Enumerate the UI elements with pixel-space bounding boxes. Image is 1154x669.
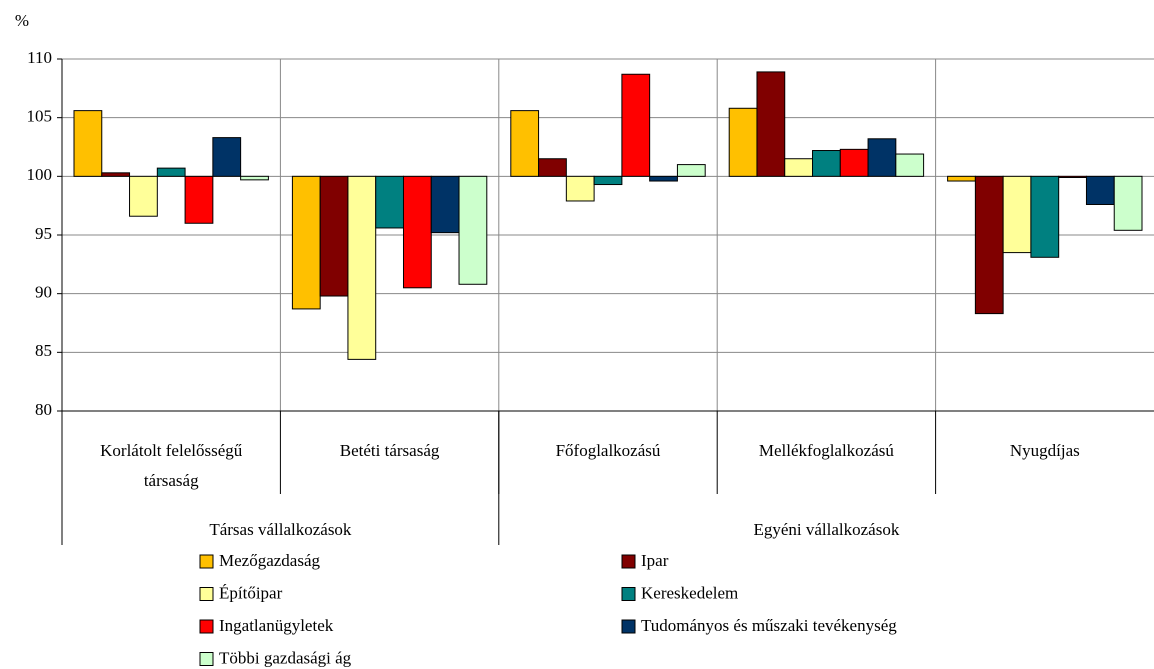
y-tick-label: 110 — [27, 48, 52, 67]
bar — [728, 107, 758, 177]
bar — [101, 172, 131, 177]
bar — [1002, 175, 1032, 254]
bar — [1058, 175, 1087, 179]
bar — [784, 158, 814, 177]
x-tick-label: Korlátolt felelősségű társaság — [100, 441, 243, 490]
y-tick-label: 95 — [35, 224, 52, 243]
legend-swatch — [621, 554, 636, 569]
bar — [240, 175, 269, 181]
bar — [73, 110, 103, 177]
x-tick-label: Betéti társaság — [339, 441, 440, 460]
bar — [1113, 175, 1143, 231]
bar — [895, 153, 925, 177]
bar — [375, 175, 404, 229]
bar — [812, 150, 841, 177]
bar — [947, 175, 976, 182]
x-tick-label: Főfoglalkozású — [555, 441, 661, 460]
bar — [510, 110, 540, 177]
bar — [756, 71, 786, 177]
y-tick-label: 100 — [27, 165, 53, 184]
legend-swatch — [199, 619, 214, 634]
x-tick-label: Nyugdíjas — [1009, 441, 1080, 460]
group-label: Társas vállalkozások — [209, 520, 352, 539]
bar — [593, 175, 623, 186]
bar — [184, 175, 214, 224]
bar — [676, 164, 706, 177]
y-unit: % — [15, 11, 29, 30]
bar — [974, 175, 1004, 315]
bar — [1030, 175, 1060, 258]
legend-swatch — [199, 652, 214, 666]
y-tick-label: 90 — [35, 283, 52, 302]
bar — [129, 175, 158, 217]
legend-label: Építőipar — [219, 583, 283, 602]
legend-swatch — [199, 587, 214, 601]
legend-label: Ipar — [641, 551, 669, 570]
legend-swatch — [199, 554, 214, 569]
bar — [839, 148, 869, 177]
legend-swatch — [621, 587, 636, 601]
bar — [402, 175, 432, 289]
group-label: Egyéni vállalkozások — [753, 520, 899, 539]
x-tick-label: Mellékfoglalkozású — [758, 441, 894, 460]
bar — [1085, 175, 1115, 205]
legend-swatch — [621, 619, 636, 634]
legend-label: Ingatlanügyletek — [219, 616, 334, 635]
legend-label: Kereskedelem — [641, 583, 738, 602]
bar — [565, 175, 595, 202]
bar — [458, 175, 488, 285]
bar — [319, 175, 349, 297]
y-tick-label: 80 — [35, 400, 52, 419]
bar — [538, 158, 567, 177]
legend-label: Mezőgazdaság — [219, 551, 321, 570]
bar — [347, 175, 377, 360]
legend-label: Tudományos és műszaki tevékenység — [641, 616, 897, 635]
y-tick-label: 85 — [35, 341, 52, 360]
legend-label: Többi gazdasági ág — [219, 648, 352, 667]
bar — [156, 167, 186, 177]
bar — [430, 175, 460, 234]
bar — [291, 175, 321, 310]
bar — [867, 138, 897, 177]
y-tick-label: 105 — [27, 107, 53, 126]
bar — [649, 175, 678, 182]
bar — [621, 73, 651, 177]
bar — [212, 137, 242, 177]
